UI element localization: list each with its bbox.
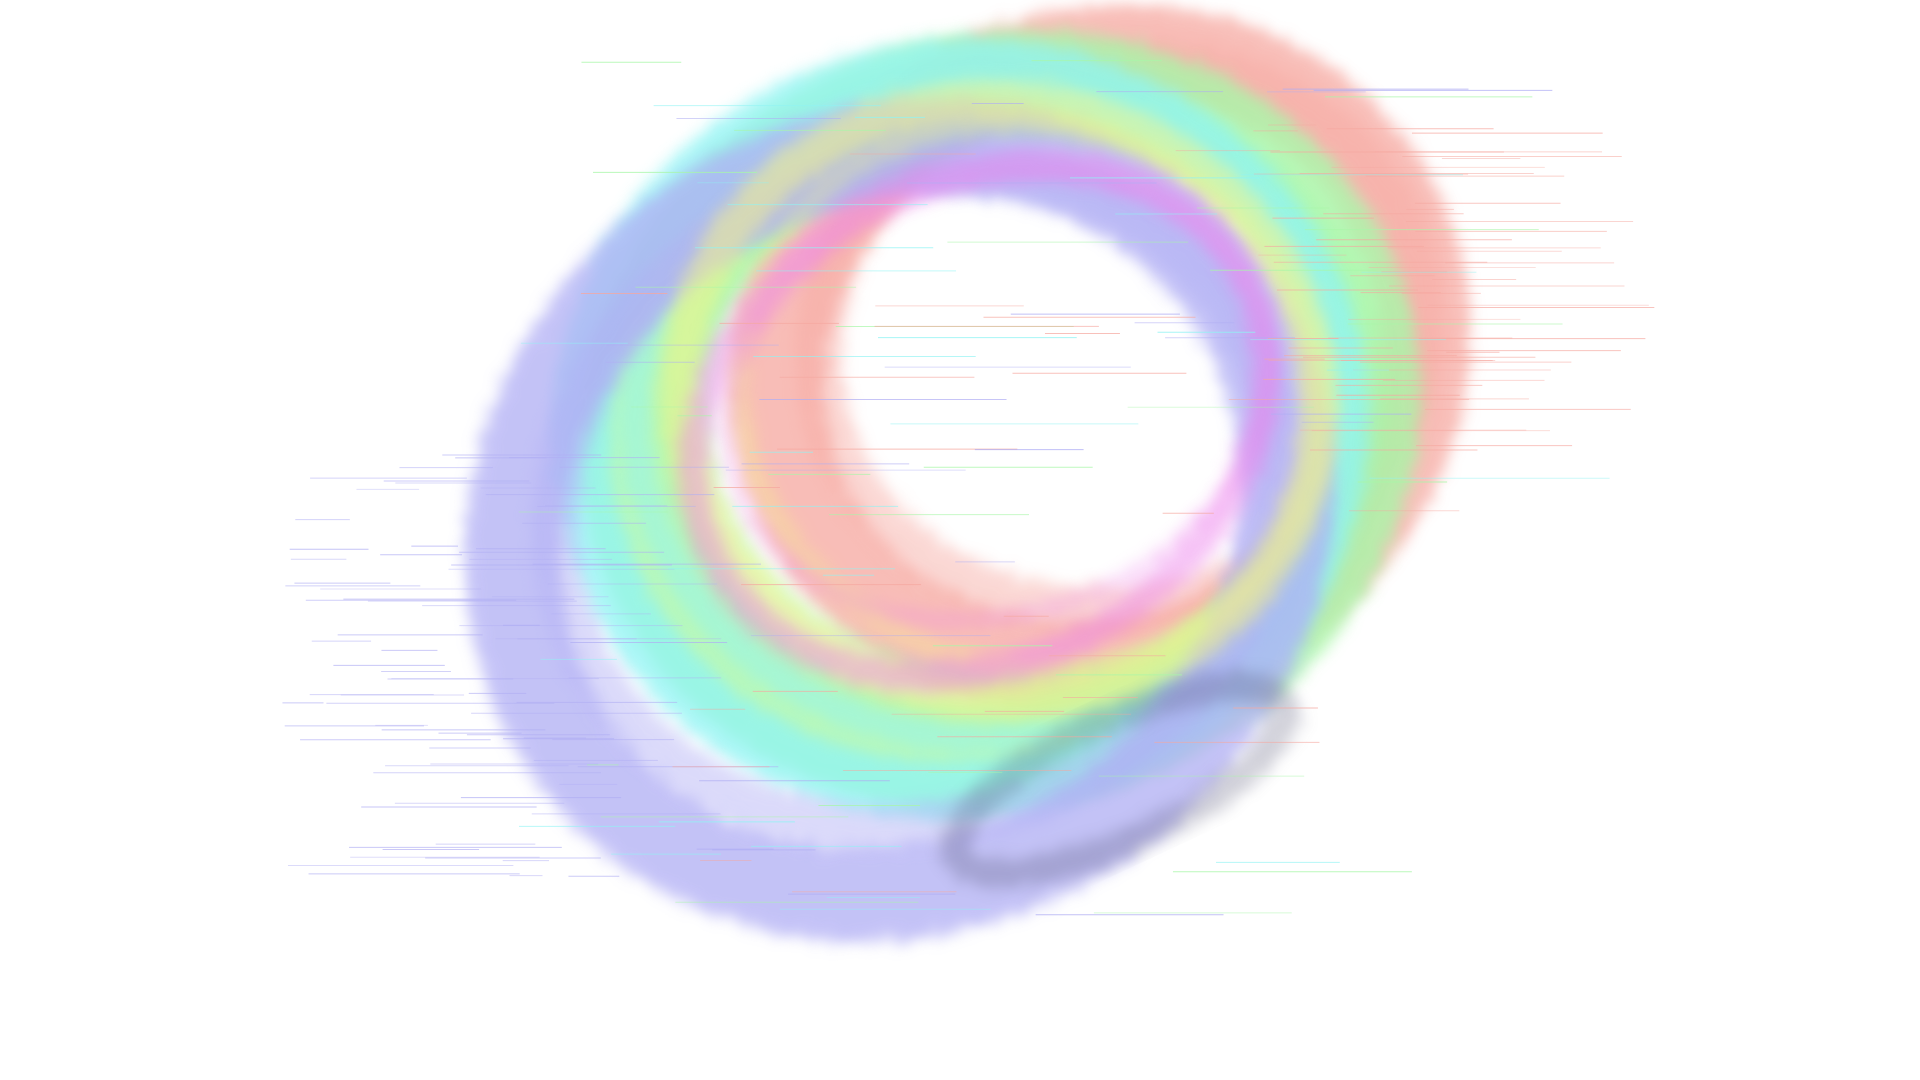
dark-speckle-band: [939, 671, 1301, 889]
streak-layer: [282, 60, 1655, 916]
magenta-ring-echo: [720, 168, 1278, 628]
ring-layer: [465, 4, 1471, 942]
